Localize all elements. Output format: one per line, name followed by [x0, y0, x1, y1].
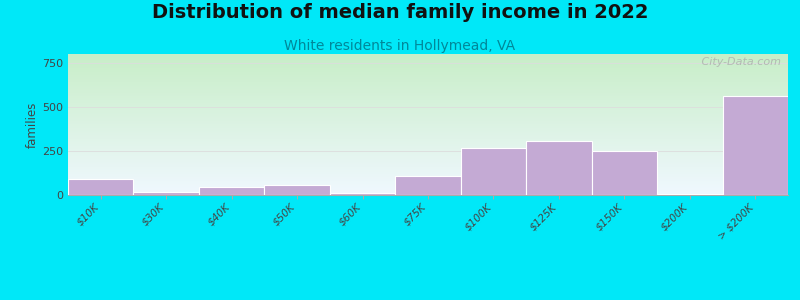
Y-axis label: families: families — [26, 101, 39, 148]
Text: White residents in Hollymead, VA: White residents in Hollymead, VA — [285, 39, 515, 53]
Bar — [68, 179, 134, 195]
Bar — [657, 194, 722, 195]
Bar — [330, 193, 395, 195]
Bar — [199, 187, 264, 195]
Bar — [134, 192, 199, 195]
Bar — [722, 96, 788, 195]
Bar — [461, 148, 526, 195]
Text: Distribution of median family income in 2022: Distribution of median family income in … — [152, 3, 648, 22]
Bar — [395, 176, 461, 195]
Bar — [592, 151, 657, 195]
Bar — [526, 141, 592, 195]
Bar — [264, 185, 330, 195]
Text: City-Data.com: City-Data.com — [698, 57, 781, 67]
